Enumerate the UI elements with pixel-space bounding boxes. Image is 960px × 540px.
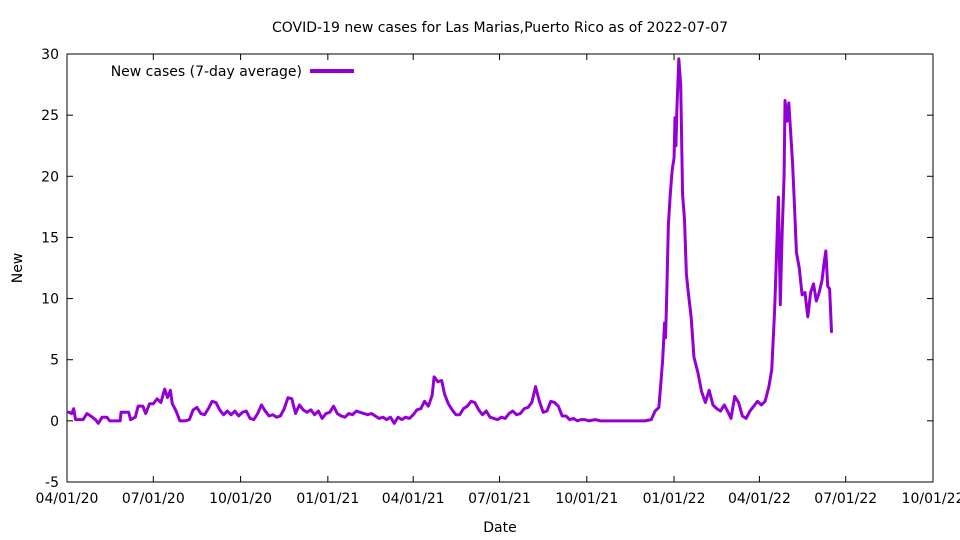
y-tick-label: 20 (41, 169, 59, 185)
x-tick-label: 07/01/22 (814, 491, 877, 507)
x-tick-label: 10/01/22 (902, 491, 960, 507)
legend: New cases (7-day average) (111, 64, 354, 80)
x-axis: 04/01/20 07/01/20 10/01/20 01/01/21 04/01/21… (36, 54, 960, 507)
y-tick-label: 5 (50, 353, 59, 369)
y-tick-label: 30 (41, 47, 59, 63)
legend-label: New cases (7-day average) (111, 64, 302, 80)
x-tick-label: 07/01/21 (468, 491, 531, 507)
x-axis-label: Date (483, 520, 516, 536)
y-tick-label: 15 (41, 230, 59, 246)
x-tick-label: 01/01/22 (643, 491, 706, 507)
x-tick-label: 01/01/21 (296, 491, 359, 507)
y-tick-label: 25 (41, 108, 59, 124)
x-tick-label: 04/01/21 (382, 491, 445, 507)
y-tick-label: 10 (41, 292, 59, 308)
y-tick-label: -5 (45, 475, 59, 491)
x-tick-label: 04/01/22 (728, 491, 791, 507)
chart-title: COVID-19 new cases for Las Marias,Puerto… (272, 20, 728, 36)
series-layer (67, 57, 834, 425)
y-tick-label: 0 (50, 414, 59, 430)
y-axis-label: New (10, 253, 26, 284)
x-tick-label: 10/01/20 (209, 491, 272, 507)
series-line-0 (67, 57, 834, 425)
x-tick-label: 10/01/21 (555, 491, 618, 507)
x-tick-label: 07/01/20 (122, 491, 185, 507)
x-tick-label: 04/01/20 (36, 491, 99, 507)
y-axis: -5 0 5 10 15 20 25 30 (41, 47, 933, 491)
